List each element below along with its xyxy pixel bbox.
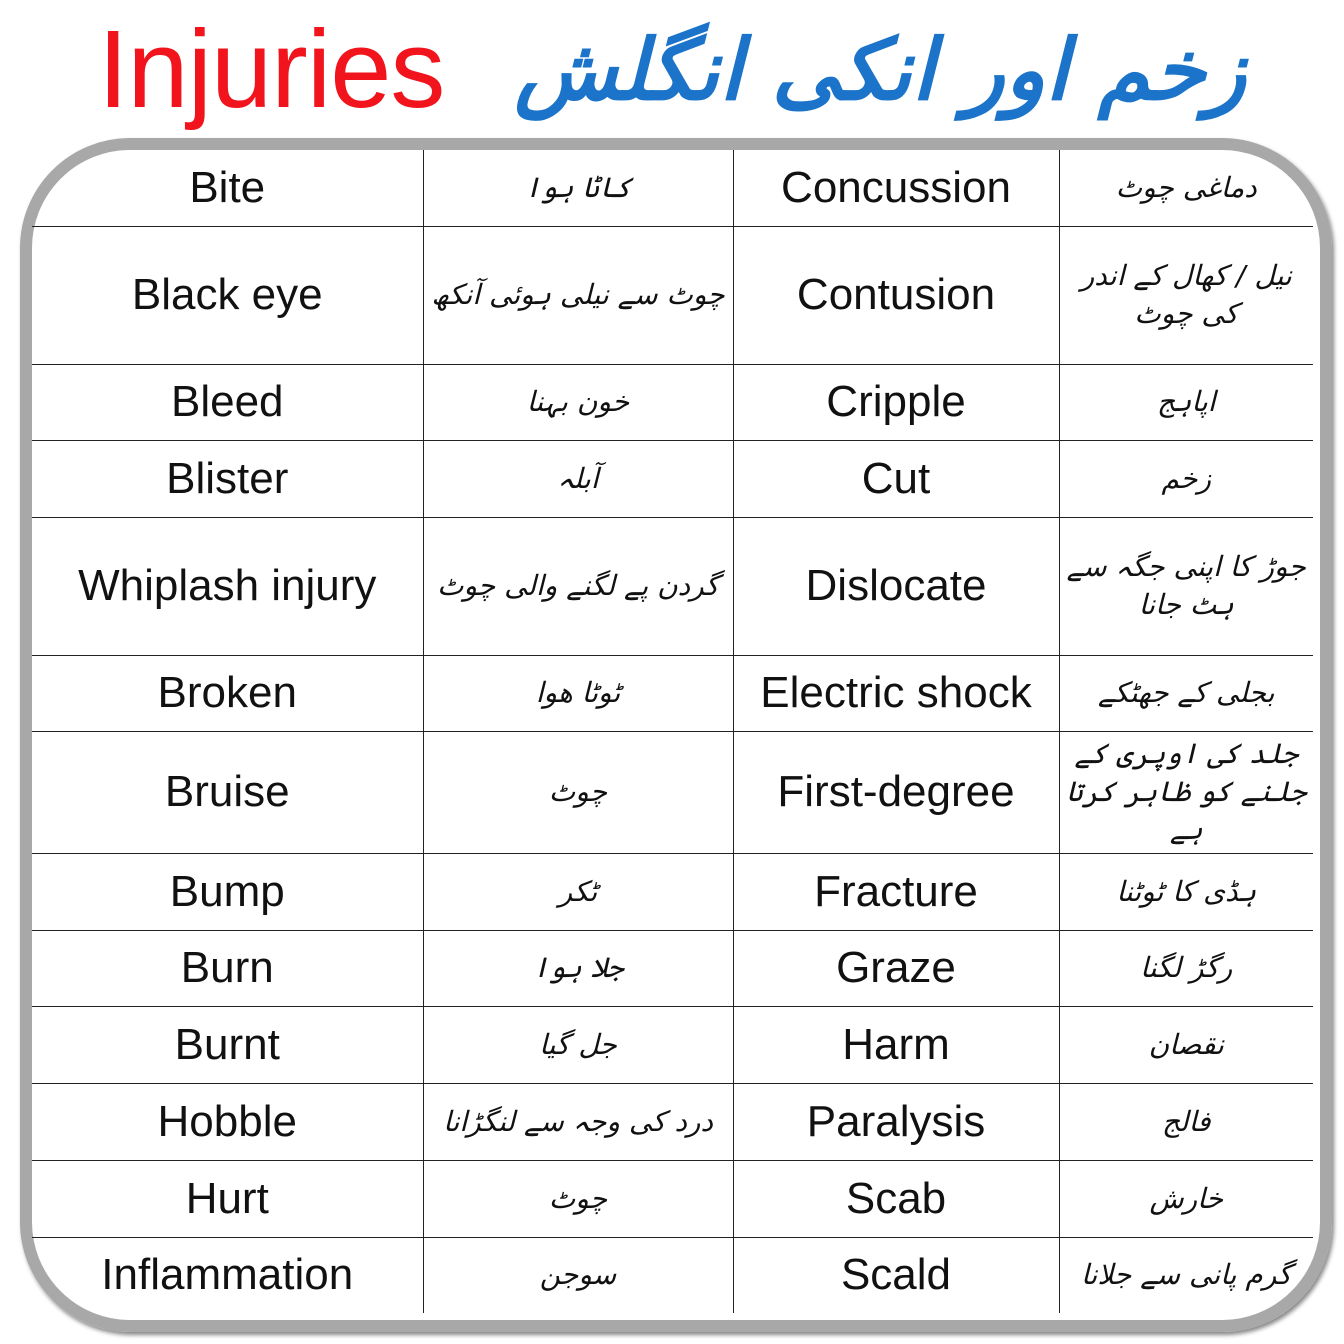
- english-word: Scald: [732, 1236, 1060, 1313]
- english-word: Whiplash injury: [32, 516, 424, 656]
- urdu-meaning: جوڑ کا اپنی جگہ سے ہٹ جانا: [1058, 516, 1313, 656]
- urdu-meaning: چوٹ سے نیلی ہوئی آنکھ: [422, 225, 734, 365]
- table-row: Bump ٹکر Fracture ہڈی کا ٹوٹنا: [32, 852, 1313, 931]
- title-row: Injuries زخم اور انکی انگلش: [0, 4, 1344, 136]
- urdu-meaning: درد کی وجہ سے لنگڑانا: [422, 1082, 734, 1161]
- english-word: First-degree: [732, 730, 1060, 854]
- english-word: Paralysis: [732, 1082, 1060, 1161]
- english-word: Bleed: [32, 363, 424, 441]
- english-word: Broken: [32, 654, 424, 732]
- table-row: Burnt جل گیا Harm نقصان: [32, 1005, 1313, 1084]
- table-row: Hobble درد کی وجہ سے لنگڑانا Paralysis فالج: [32, 1082, 1313, 1161]
- urdu-meaning: بجلی کے جھٹکے: [1058, 654, 1313, 732]
- urdu-meaning: چوٹ: [422, 1159, 734, 1238]
- english-word: Black eye: [32, 225, 424, 365]
- english-word: Dislocate: [732, 516, 1060, 656]
- english-word: Scab: [732, 1159, 1060, 1238]
- table-row: Broken ٹوٹا ھوا Electric shock بجلی کے جھٹک…: [32, 654, 1313, 732]
- table-row: Bruise چوٹ First-degree جلد کی اوپری کے جلن…: [32, 730, 1313, 854]
- urdu-meaning: نیل / کھال کے اندر کی چوٹ: [1058, 225, 1313, 365]
- urdu-meaning: اپاہج: [1058, 363, 1313, 441]
- english-word: Contusion: [732, 225, 1060, 365]
- english-word: Cripple: [732, 363, 1060, 441]
- english-word: Hurt: [32, 1159, 424, 1238]
- urdu-meaning: گردن پے لگنے والی چوٹ: [422, 516, 734, 656]
- vocabulary-table: Bite کاٹا ہوا Concussion دماغی چوٹ Black eye…: [32, 150, 1313, 1313]
- urdu-meaning: رگڑ لگنا: [1058, 929, 1313, 1007]
- english-word: Fracture: [732, 852, 1060, 931]
- urdu-meaning: جل گیا: [422, 1005, 734, 1084]
- urdu-meaning: خون بہنا: [422, 363, 734, 441]
- urdu-meaning: آبلہ: [422, 439, 734, 518]
- urdu-meaning: سوجن: [422, 1236, 734, 1313]
- table-row: Burn جلا ہوا Graze رگڑ لگنا: [32, 929, 1313, 1007]
- urdu-meaning: ٹکر: [422, 852, 734, 931]
- english-word: Cut: [732, 439, 1060, 518]
- table-row: Bite کاٹا ہوا Concussion دماغی چوٹ: [32, 150, 1313, 227]
- title-english: Injuries: [97, 8, 446, 131]
- rounded-frame: [20, 138, 1332, 1332]
- table-row: Bleed خون بہنا Cripple اپاہج: [32, 363, 1313, 441]
- english-word: Graze: [732, 929, 1060, 1007]
- urdu-meaning: کاٹا ہوا: [422, 150, 734, 227]
- english-word: Burn: [32, 929, 424, 1007]
- english-word: Hobble: [32, 1082, 424, 1161]
- english-word: Blister: [32, 439, 424, 518]
- english-word: Inflammation: [32, 1236, 424, 1313]
- table-row: Hurt چوٹ Scab خارش: [32, 1159, 1313, 1238]
- table-row: Blister آبلہ Cut زخم: [32, 439, 1313, 518]
- english-word: Bite: [32, 150, 424, 227]
- english-word: Burnt: [32, 1005, 424, 1084]
- urdu-meaning: ٹوٹا ھوا: [422, 654, 734, 732]
- english-word: Concussion: [732, 150, 1060, 227]
- table-row: Black eye چوٹ سے نیلی ہوئی آنکھ Contusion ن…: [32, 225, 1313, 365]
- english-word: Harm: [732, 1005, 1060, 1084]
- urdu-meaning: جلا ہوا: [422, 929, 734, 1007]
- urdu-meaning: دماغی چوٹ: [1058, 150, 1313, 227]
- english-word: Electric shock: [732, 654, 1060, 732]
- english-word: Bump: [32, 852, 424, 931]
- table-row: Whiplash injury گردن پے لگنے والی چوٹ Disl…: [32, 516, 1313, 656]
- urdu-meaning: زخم: [1058, 439, 1313, 518]
- urdu-meaning: فالج: [1058, 1082, 1313, 1161]
- urdu-meaning: خارش: [1058, 1159, 1313, 1238]
- urdu-meaning: نقصان: [1058, 1005, 1313, 1084]
- urdu-meaning: جلد کی اوپری کے جلنے کو ظاہر کرتا ہے: [1058, 730, 1313, 854]
- english-word: Bruise: [32, 730, 424, 854]
- urdu-meaning: چوٹ: [422, 730, 734, 854]
- title-urdu: زخم اور انکی انگلش: [514, 21, 1247, 119]
- urdu-meaning: گرم پانی سے جلانا: [1058, 1236, 1313, 1313]
- table-row: Inflammation سوجن Scald گرم پانی سے جلانا: [32, 1236, 1313, 1313]
- urdu-meaning: ہڈی کا ٹوٹنا: [1058, 852, 1313, 931]
